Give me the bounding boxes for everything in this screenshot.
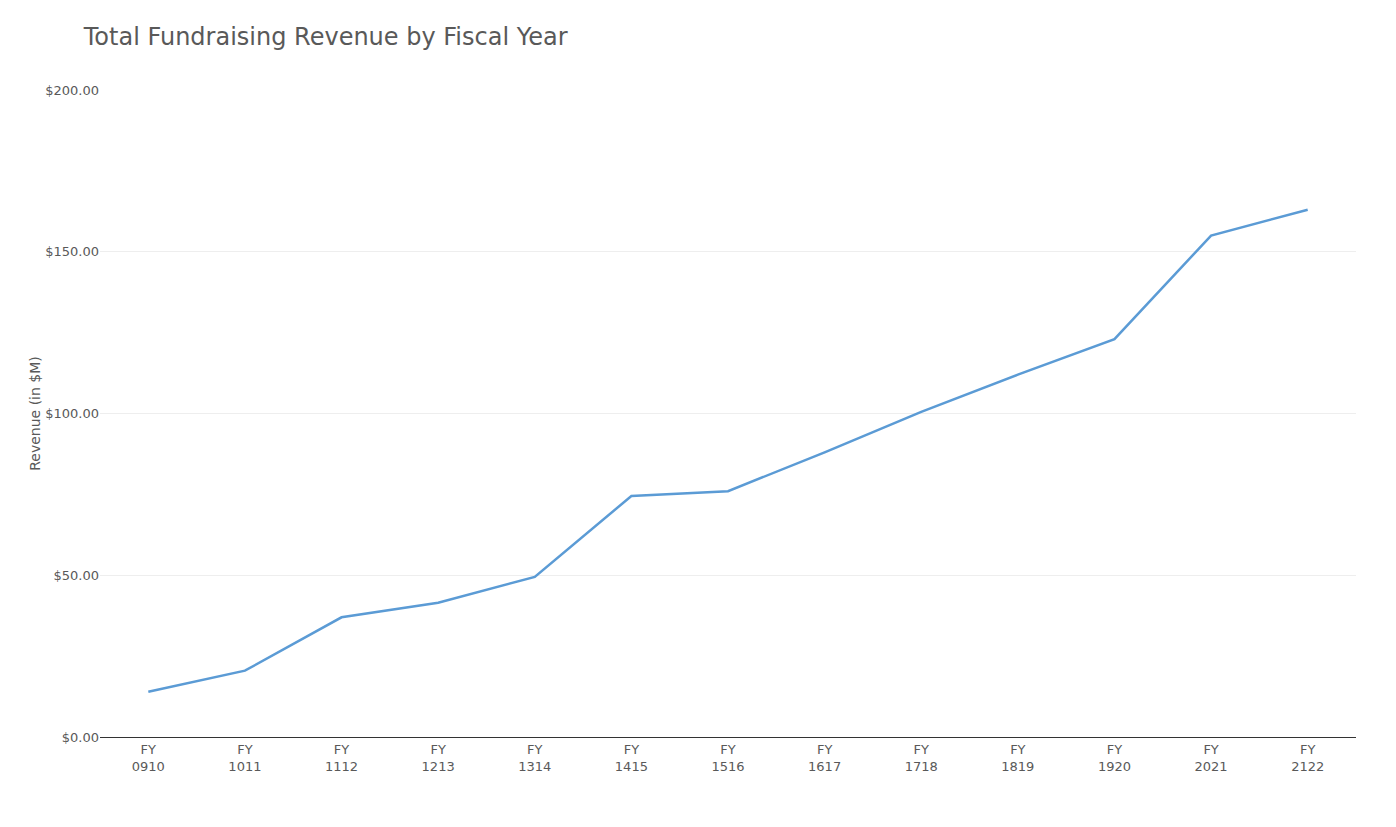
svg-text:FY1516: FY1516 <box>711 742 744 774</box>
svg-text:FY1617: FY1617 <box>808 742 841 774</box>
svg-text:$150.00: $150.00 <box>45 244 99 259</box>
svg-text:Revenue (in $M): Revenue (in $M) <box>27 356 43 471</box>
svg-text:FY2021: FY2021 <box>1195 742 1228 774</box>
svg-text:FY1415: FY1415 <box>615 742 648 774</box>
svg-text:FY2122: FY2122 <box>1291 742 1324 774</box>
svg-text:FY1819: FY1819 <box>1001 742 1034 774</box>
svg-text:FY1011: FY1011 <box>228 742 261 774</box>
svg-text:$100.00: $100.00 <box>45 406 99 421</box>
svg-text:FY0910: FY0910 <box>132 742 165 774</box>
svg-text:$0.00: $0.00 <box>62 730 99 745</box>
svg-text:FY1920: FY1920 <box>1098 742 1131 774</box>
svg-text:$50.00: $50.00 <box>54 568 100 583</box>
svg-text:FY1314: FY1314 <box>518 742 551 774</box>
svg-text:$200.00: $200.00 <box>45 83 99 98</box>
svg-text:FY1718: FY1718 <box>905 742 938 774</box>
svg-text:Total Fundraising Revenue by F: Total Fundraising Revenue by Fiscal Year <box>83 23 568 51</box>
svg-text:FY1112: FY1112 <box>325 742 358 774</box>
svg-text:FY1213: FY1213 <box>422 742 455 774</box>
